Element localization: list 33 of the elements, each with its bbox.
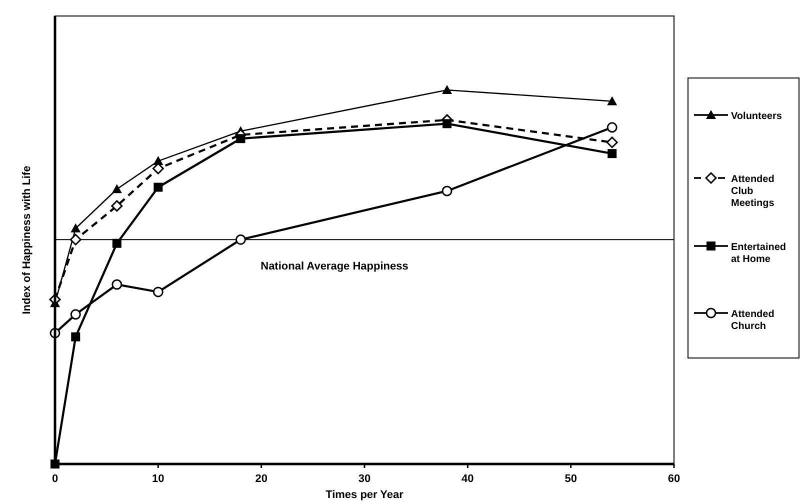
point bbox=[70, 234, 82, 246]
legend-label: Attended Church bbox=[731, 309, 774, 332]
x-tick-label: 40 bbox=[462, 473, 474, 485]
point bbox=[607, 96, 618, 106]
point bbox=[152, 286, 164, 298]
point bbox=[442, 119, 452, 128]
legend-label: Entertained at Home bbox=[731, 242, 786, 265]
point bbox=[112, 279, 122, 290]
point bbox=[606, 136, 618, 148]
point bbox=[112, 238, 122, 248]
y-axis-title: Index of Happiness with Life bbox=[21, 166, 33, 314]
point bbox=[71, 332, 80, 342]
x-tick-label: 20 bbox=[255, 473, 268, 485]
x-tick-label: 60 bbox=[668, 473, 680, 485]
point bbox=[608, 149, 617, 158]
point bbox=[70, 223, 81, 232]
x-axis-title: Times per Year bbox=[326, 489, 404, 501]
ref-line-label: National Average Happiness bbox=[260, 260, 408, 273]
point bbox=[154, 182, 163, 192]
x-tick-label: 30 bbox=[358, 473, 371, 485]
point bbox=[70, 309, 81, 320]
x-tick-label: 0 bbox=[52, 473, 58, 485]
point bbox=[442, 186, 452, 196]
legend-label: Volunteers bbox=[731, 111, 782, 122]
point bbox=[235, 234, 246, 245]
x-tick-label: 50 bbox=[564, 473, 577, 485]
point bbox=[606, 122, 618, 133]
legend-label: Attended Club Meetings bbox=[731, 174, 775, 209]
point bbox=[442, 85, 452, 94]
x-tick-label: 10 bbox=[152, 473, 164, 485]
point bbox=[111, 200, 123, 212]
point bbox=[112, 184, 122, 194]
point bbox=[236, 134, 246, 144]
